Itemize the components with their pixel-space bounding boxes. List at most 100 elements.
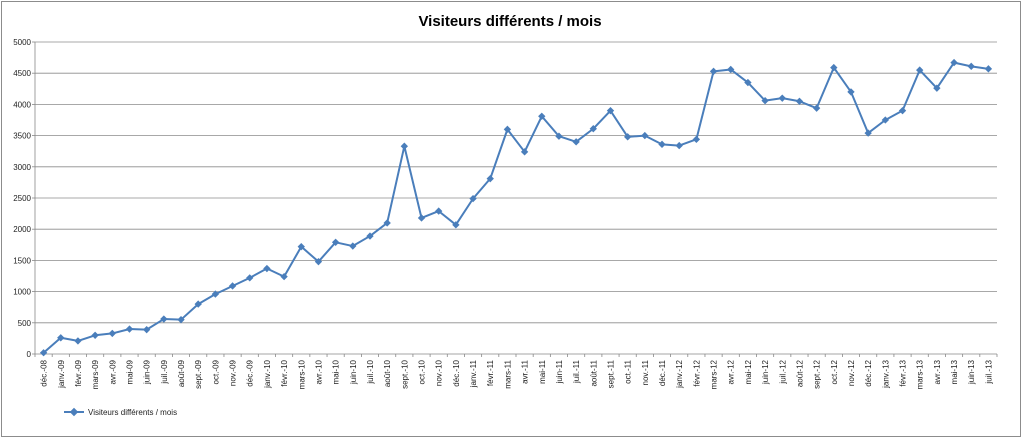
data-point (246, 274, 254, 282)
data-point (314, 257, 323, 266)
data-point (177, 316, 185, 324)
x-tick-label: mai-10 (332, 359, 341, 384)
x-tick-label: janv.-13 (881, 359, 890, 388)
y-tick-label: 1500 (13, 256, 31, 265)
x-tick-label: août-11 (589, 359, 598, 386)
x-tick-label: sept.-11 (606, 359, 615, 388)
y-tick-label: 4500 (13, 69, 31, 78)
axis-layer: 0 500 1000 1500 2000 2500 3000 3500 4000 4500 5000… (13, 38, 998, 389)
data-point (435, 207, 443, 215)
x-tick-label: déc.-11 (658, 359, 667, 386)
x-tick-label: févr.-12 (692, 359, 701, 386)
x-tick-label: nov.-09 (229, 359, 238, 386)
x-tick-label: mars-12 (710, 359, 719, 389)
x-tick-label: mars-09 (91, 359, 100, 389)
x-tick-label: août-09 (177, 359, 186, 387)
x-tick-label: févr.-13 (899, 359, 908, 386)
data-point (211, 290, 220, 298)
data-point (142, 325, 151, 334)
data-point (74, 337, 82, 345)
data-point (228, 282, 237, 290)
x-tick-label: mai-13 (950, 359, 959, 384)
data-point (91, 331, 99, 339)
x-tick-label: mars-10 (297, 359, 306, 389)
data-point (984, 65, 993, 73)
x-tick-label: juil.-13 (984, 359, 993, 384)
x-tick-label: avr.-09 (108, 359, 117, 384)
data-point (280, 272, 288, 281)
x-tick-label: juin-11 (555, 359, 564, 384)
series-line (42, 61, 989, 354)
data-point (623, 133, 632, 141)
x-tick-label: oct.-09 (211, 359, 220, 384)
y-tick-label: 500 (18, 319, 32, 328)
x-tick-label: mai-09 (125, 359, 134, 384)
y-tick-label: 3000 (13, 163, 31, 172)
x-tick-label: juil.-09 (160, 359, 169, 384)
series-layer (39, 58, 993, 357)
data-point (555, 132, 563, 140)
data-point (520, 148, 529, 156)
x-tick-label: avr.-11 (521, 359, 530, 383)
data-point (967, 62, 975, 71)
x-tick-label: oct.-12 (830, 359, 839, 384)
data-point (812, 104, 821, 112)
x-tick-label: avr.-10 (314, 359, 323, 384)
data-point (795, 97, 804, 105)
x-tick-label: sept.-12 (813, 359, 822, 388)
x-tick-label: août-12 (795, 359, 804, 387)
x-tick-label: déc.-08 (40, 359, 49, 386)
data-point (589, 125, 597, 133)
legend-entry-label: Visiteurs différents / mois (88, 408, 177, 417)
x-tick-label: févr.-10 (280, 359, 289, 386)
legend-marker-swatch (69, 407, 79, 417)
y-tick-label: 1000 (13, 288, 31, 297)
x-tick-label: août-10 (383, 359, 392, 387)
y-tick-label: 4000 (13, 100, 31, 109)
x-tick-label: juil.-10 (366, 359, 375, 384)
x-tick-label: avr.-13 (933, 359, 942, 384)
data-point (898, 106, 907, 115)
data-point (108, 329, 116, 338)
data-point (761, 96, 769, 105)
data-point (125, 325, 134, 333)
data-point (641, 131, 649, 140)
data-point (417, 214, 426, 222)
x-tick-label: janv.-11 (469, 359, 478, 388)
data-point (675, 141, 683, 150)
x-tick-label: juin-12 (761, 359, 770, 385)
y-tick-label: 0 (27, 350, 32, 359)
x-tick-label: oct.-10 (418, 359, 427, 384)
x-tick-label: juil.-12 (778, 359, 787, 384)
x-tick-label: sept.-10 (400, 359, 409, 388)
x-tick-label: mai-11 (538, 359, 547, 383)
data-point (263, 264, 271, 273)
data-point (39, 349, 48, 357)
data-point (864, 129, 872, 137)
data-point (503, 125, 512, 134)
data-point (194, 300, 202, 308)
data-point (692, 135, 701, 144)
x-tick-label: févr.-09 (74, 359, 83, 386)
data-point (950, 58, 958, 67)
x-tick-label: juin-10 (349, 359, 358, 385)
x-tick-label: déc.-12 (864, 359, 873, 386)
chart-title: Visiteurs différents / mois (418, 13, 601, 30)
x-tick-label: avr.-12 (727, 359, 736, 384)
data-point (160, 315, 168, 323)
x-tick-label: déc.-09 (246, 359, 255, 386)
data-point (933, 84, 941, 92)
x-tick-label: oct.-11 (624, 359, 633, 383)
x-tick-label: mai-12 (744, 359, 753, 384)
data-point (57, 334, 65, 342)
x-tick-label: févr.-11 (486, 359, 495, 386)
x-tick-label: mars-13 (916, 359, 925, 389)
grid-layer (35, 41, 997, 355)
x-tick-label: juin-09 (143, 359, 152, 385)
data-point (709, 67, 718, 76)
x-tick-label: juin-13 (967, 359, 976, 385)
data-point (331, 238, 340, 246)
x-tick-label: juil.-11 (572, 359, 581, 384)
x-tick-label: sept.-09 (194, 359, 203, 388)
